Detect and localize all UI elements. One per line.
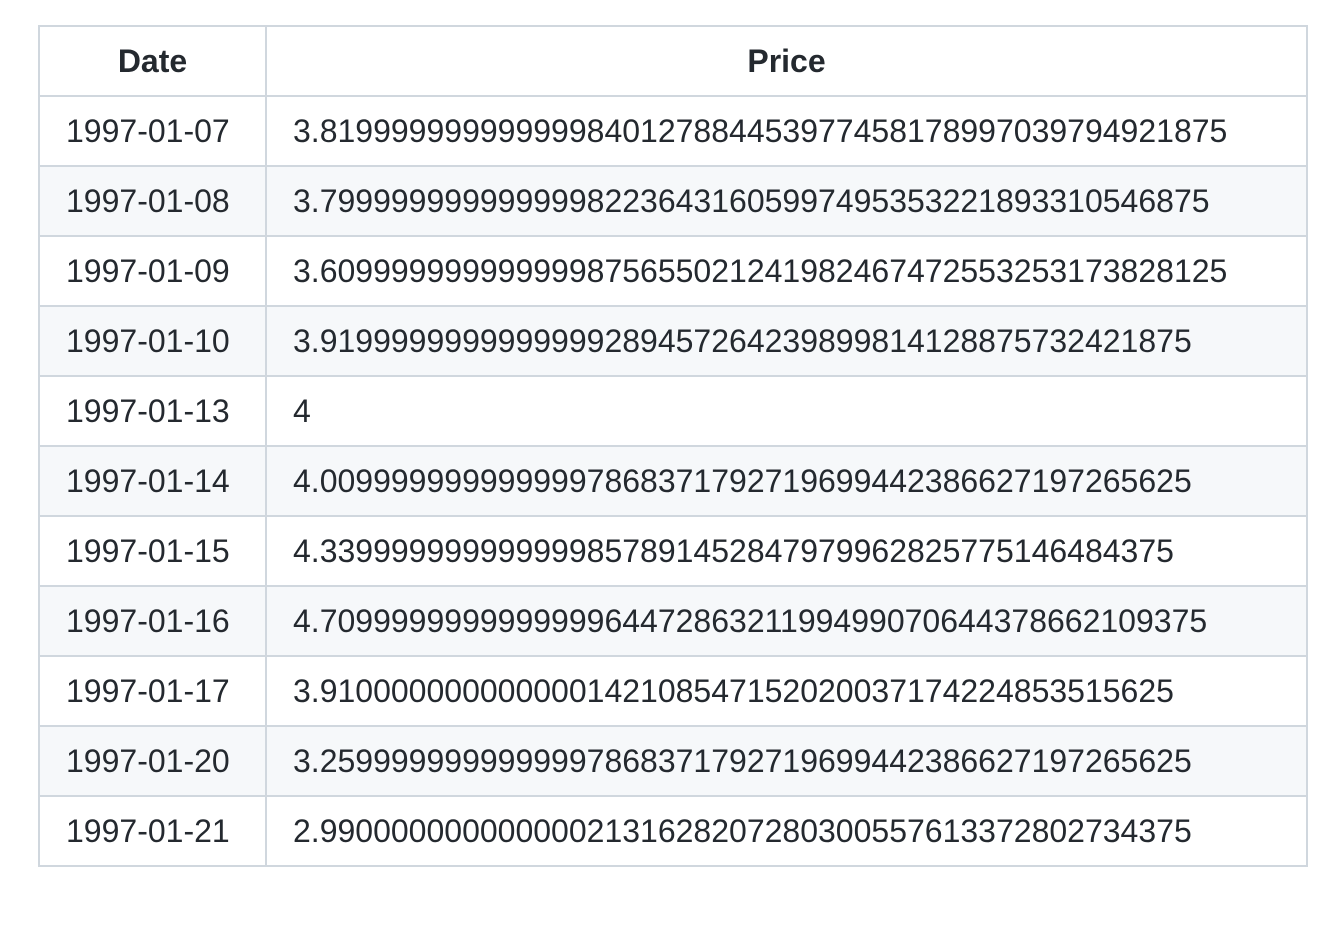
price-cell: 4.70999999999999996447286321199499070644…: [265, 585, 1308, 657]
price-cell: 4: [265, 375, 1308, 447]
date-cell: 1997-01-13: [38, 375, 267, 447]
table-row: 1997-01-13 4: [38, 375, 1308, 447]
date-cell: 1997-01-20: [38, 725, 267, 797]
data-table-container: Date Price 1997-01-07 3.8199999999999998…: [38, 25, 1308, 867]
price-cell: 2.99000000000000021316282072803005576133…: [265, 795, 1308, 867]
table-row: 1997-01-21 2.990000000000000213162820728…: [38, 795, 1308, 867]
price-table: Date Price 1997-01-07 3.8199999999999998…: [38, 25, 1308, 867]
table-row: 1997-01-20 3.259999999999999786837179271…: [38, 725, 1308, 797]
table-row: 1997-01-10 3.919999999999999928945726423…: [38, 305, 1308, 377]
price-cell: 3.60999999999999987565502124198246747255…: [265, 235, 1308, 307]
table-row: 1997-01-17 3.910000000000000142108547152…: [38, 655, 1308, 727]
price-cell: 3.91000000000000014210854715202003717422…: [265, 655, 1308, 727]
table-row: 1997-01-08 3.799999999999999822364316059…: [38, 165, 1308, 237]
date-cell: 1997-01-17: [38, 655, 267, 727]
price-cell: 4.00999999999999978683717927196994423866…: [265, 445, 1308, 517]
date-cell: 1997-01-08: [38, 165, 267, 237]
column-header-price: Price: [265, 25, 1308, 97]
date-cell: 1997-01-09: [38, 235, 267, 307]
table-row: 1997-01-07 3.819999999999999840127884453…: [38, 95, 1308, 167]
table-header-row: Date Price: [38, 25, 1308, 97]
table-row: 1997-01-16 4.709999999999999964472863211…: [38, 585, 1308, 657]
price-cell: 3.79999999999999982236431605997495353221…: [265, 165, 1308, 237]
date-cell: 1997-01-10: [38, 305, 267, 377]
date-cell: 1997-01-07: [38, 95, 267, 167]
price-cell: 4.33999999999999985789145284797996282577…: [265, 515, 1308, 587]
date-cell: 1997-01-15: [38, 515, 267, 587]
date-cell: 1997-01-14: [38, 445, 267, 517]
table-body: 1997-01-07 3.819999999999999840127884453…: [38, 95, 1308, 867]
table-row: 1997-01-15 4.339999999999999857891452847…: [38, 515, 1308, 587]
table-row: 1997-01-14 4.009999999999999786837179271…: [38, 445, 1308, 517]
price-cell: 3.25999999999999978683717927196994423866…: [265, 725, 1308, 797]
column-header-date: Date: [38, 25, 267, 97]
date-cell: 1997-01-21: [38, 795, 267, 867]
price-cell: 3.81999999999999984012788445397745817899…: [265, 95, 1308, 167]
price-cell: 3.91999999999999992894572642398998141288…: [265, 305, 1308, 377]
table-row: 1997-01-09 3.609999999999999875655021241…: [38, 235, 1308, 307]
date-cell: 1997-01-16: [38, 585, 267, 657]
